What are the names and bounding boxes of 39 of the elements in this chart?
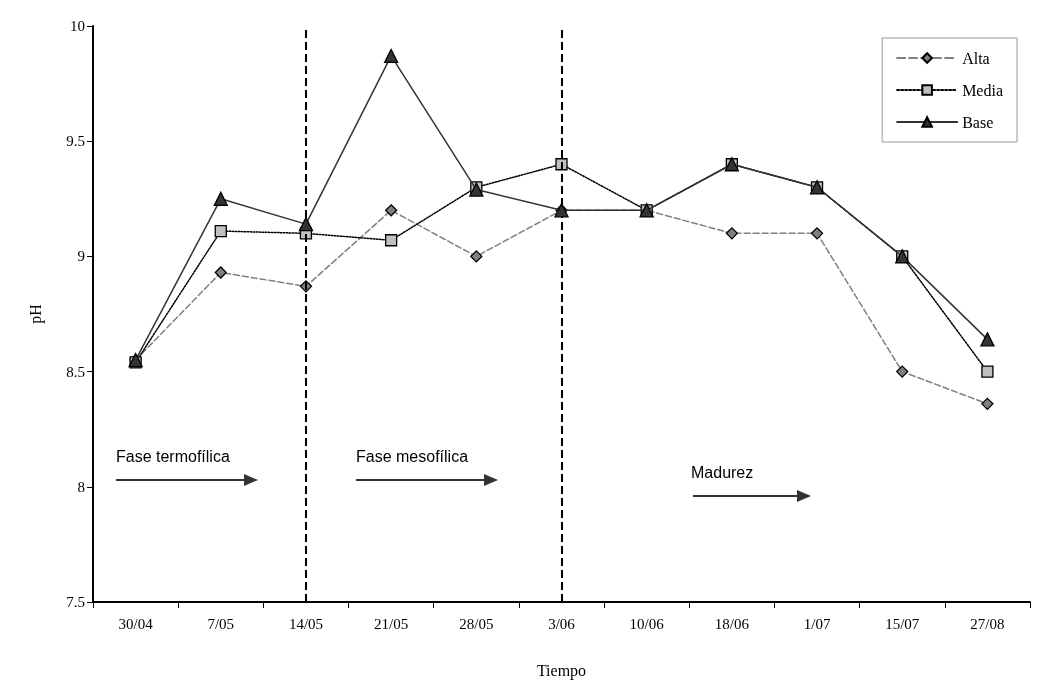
point	[384, 234, 398, 247]
x-tick-label: 21/05	[374, 615, 409, 632]
point	[980, 332, 995, 347]
annotation: Fase mesofílica	[356, 447, 469, 465]
x-tick-label: 30/04	[118, 615, 154, 632]
point	[298, 216, 314, 232]
point	[725, 227, 739, 240]
legend-label: Base	[962, 113, 994, 131]
point	[981, 365, 994, 378]
y-tick-label: 7.5	[66, 594, 85, 610]
y-tick-label: 8	[77, 478, 85, 495]
annotation: Fase termofílica	[116, 447, 230, 465]
annotation: Madurez	[691, 463, 754, 481]
x-tick-label: 28/05	[459, 615, 494, 632]
x-axis-title: Tiempo	[536, 661, 587, 680]
y-axis-title: pH	[26, 303, 45, 324]
legend-label: Media	[962, 81, 1003, 99]
y-tick-label: 9	[77, 248, 85, 265]
legend-label: Alta	[962, 49, 990, 67]
point	[383, 48, 399, 64]
point	[470, 250, 483, 263]
x-tick-label: 18/06	[714, 615, 750, 632]
point	[896, 365, 909, 378]
x-tick-label: 27/08	[970, 615, 1005, 632]
x-tick-label: 14/05	[288, 615, 324, 632]
y-tick-label: 9.5	[66, 133, 85, 150]
y-tick-label: 8.5	[66, 363, 85, 380]
point	[810, 227, 824, 240]
x-tick-label: 3/06	[548, 615, 576, 632]
x-tick-label: 7/05	[207, 615, 235, 632]
x-tick-label: 10/06	[629, 615, 665, 632]
x-tick-label: 15/07	[885, 615, 920, 632]
y-tick-label: 10	[70, 18, 85, 34]
point	[214, 224, 227, 238]
x-tick-label: 1/07	[803, 615, 831, 632]
point	[981, 397, 994, 411]
point	[384, 204, 398, 217]
point	[214, 266, 227, 279]
point	[213, 191, 228, 206]
